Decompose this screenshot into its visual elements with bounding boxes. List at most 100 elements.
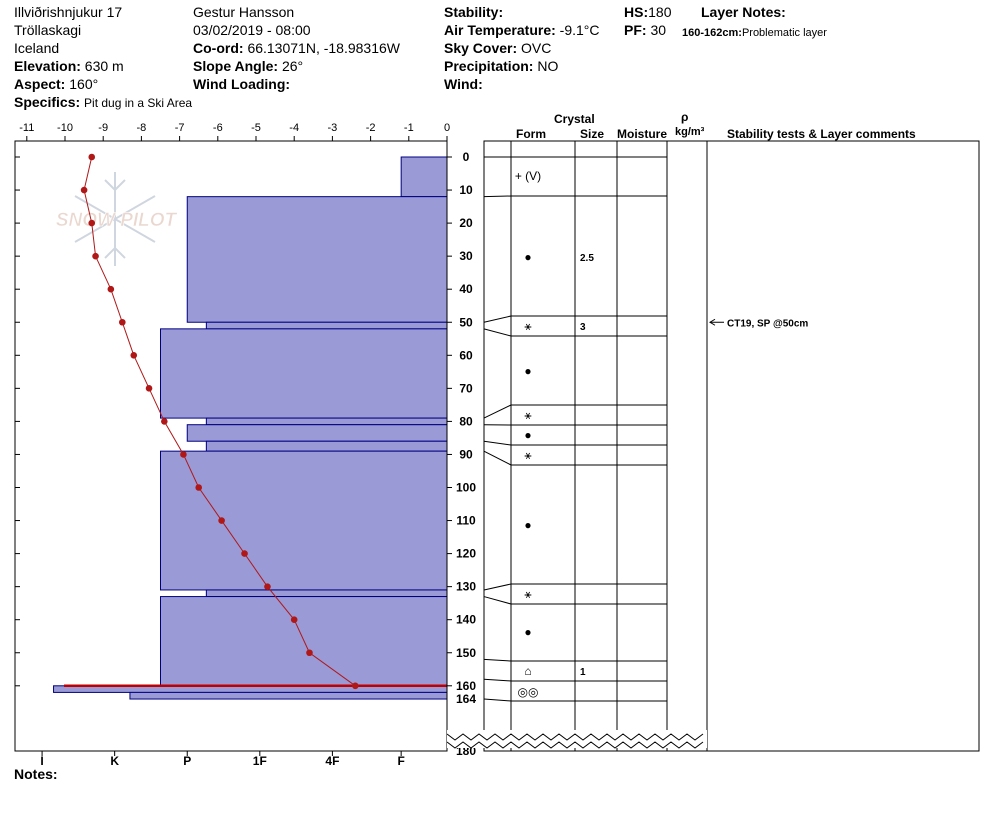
- layer-connector: [483, 440, 512, 446]
- depth-tick-label: 60: [459, 348, 473, 362]
- pf-label: PF:: [624, 22, 647, 38]
- temperature-point: [264, 583, 271, 590]
- precip-label: Precipitation:: [444, 58, 534, 74]
- hardness-tick-label: F: [397, 754, 404, 768]
- snowpilot-watermark: SNOW PILOT: [56, 172, 178, 266]
- specifics-label: Specifics:: [14, 94, 81, 110]
- hardness-profile: [53, 156, 448, 700]
- specifics-row: Specifics: Pit dug in a Ski Area: [14, 94, 192, 111]
- layer-connector: [483, 404, 512, 419]
- depth-tick-label: 150: [456, 646, 476, 660]
- layer-connector: [483, 195, 512, 198]
- temperature-point: [161, 418, 168, 425]
- temperature-point: [290, 616, 298, 623]
- snowflake-icon: [74, 172, 156, 266]
- air-temp-value: -9.1°C: [559, 22, 600, 38]
- stability-test-arrow: [709, 318, 716, 326]
- wind-loading-label: Wind Loading:: [193, 76, 291, 92]
- layer-note-row: 160-162cm:Problematic layer: [682, 23, 827, 41]
- grain-form-symbol: ⚹: [524, 587, 531, 601]
- temperature-tick-label: -7: [175, 122, 185, 134]
- depth-tick-label: 140: [456, 613, 476, 627]
- hs-row: HS:180: [624, 4, 671, 20]
- layer-boundaries: [483, 156, 667, 702]
- temperature-point: [241, 550, 248, 557]
- zigzag-line: [446, 733, 704, 741]
- hardness-bar: [129, 691, 448, 700]
- slope-row: Slope Angle: 26°: [193, 58, 303, 74]
- temperature-tick-label: -9: [98, 122, 108, 134]
- depth-tick-label: 80: [459, 414, 473, 428]
- form-header: Form: [516, 127, 546, 141]
- layer-table-columns: [510, 141, 708, 751]
- temperature-point: [130, 352, 138, 359]
- depth-tick-label: 120: [456, 547, 476, 561]
- temperature-tick-label: -10: [57, 122, 73, 134]
- layer-connector: [483, 450, 512, 466]
- hardness-bar: [186, 424, 448, 442]
- temperature-tick-label: -2: [366, 122, 376, 134]
- precip-value: NO: [537, 58, 559, 74]
- depth-tick-label: 50: [459, 315, 473, 329]
- watermark-text: SNOW PILOT: [56, 210, 178, 231]
- precip-row: Precipitation: NO: [444, 58, 558, 74]
- temperature-point: [306, 649, 313, 657]
- stability-tests: CT19, SP @50cm: [709, 318, 808, 329]
- depth-tick-label: 40: [459, 282, 473, 296]
- temperature-points: [80, 153, 359, 690]
- layer-connector: [483, 315, 512, 323]
- hardness-tick-label: I: [40, 754, 43, 768]
- sky-row: Sky Cover: OVC: [444, 40, 551, 56]
- country-name: Iceland: [14, 40, 60, 56]
- aspect-row: Aspect: 160°: [14, 76, 98, 92]
- grain-form-symbol: ⚹: [524, 408, 531, 422]
- aspect-label: Aspect:: [14, 76, 66, 92]
- hardness-bar: [205, 589, 448, 598]
- temperature-tick-label: -6: [213, 122, 223, 134]
- region-name: Tröllaskagi: [14, 22, 82, 38]
- stability-comments-header: Stability tests & Layer comments: [727, 127, 916, 141]
- hardness-bar: [205, 440, 448, 452]
- left-depth-ticks: [15, 156, 20, 687]
- hs-label: HS:: [624, 4, 649, 20]
- grain-form-symbol: ●: [524, 428, 531, 442]
- depth-axis: 0 10 20 30 40 50 60 70 80 90 100 110 120 130 140 150 160…: [447, 150, 476, 758]
- elevation-label: Elevation:: [14, 58, 81, 74]
- coord-value: 66.13071N, -18.98316W: [247, 40, 400, 56]
- observation-datetime: 03/02/2019 - 08:00: [193, 22, 311, 38]
- notes-label: Notes:: [14, 766, 58, 782]
- layer-connector: [483, 678, 512, 682]
- temperature-point: [180, 451, 187, 458]
- temperature-tick-label: -1: [404, 122, 414, 134]
- depth-tick-label: 10: [459, 183, 473, 197]
- temperature-point: [92, 252, 99, 260]
- depth-tick-label: 70: [459, 381, 473, 395]
- location-name: Illviðrishnjukur 17: [14, 4, 123, 20]
- wind-label: Wind:: [444, 76, 483, 92]
- grain-form-symbol: ◎◎: [518, 685, 539, 699]
- layer-connector: [483, 698, 512, 702]
- depth-tick-label: 164: [456, 692, 476, 706]
- size-header: Size: [580, 127, 605, 141]
- zigzag-line: [446, 741, 704, 749]
- layer-connector: [483, 658, 512, 662]
- pf-value: 30: [650, 22, 667, 38]
- layer-connector: [483, 328, 512, 337]
- temperature-point: [107, 285, 115, 293]
- hardness-bar: [205, 417, 448, 426]
- grain-form-symbol: + (V): [515, 169, 541, 183]
- hardness-bar: [205, 321, 448, 330]
- temperature-tick-label: -8: [137, 122, 147, 134]
- layer-connector: [483, 596, 512, 605]
- hardness-bar: [186, 196, 448, 323]
- grain-form-symbol: ●: [524, 364, 531, 378]
- layer-notes-label: Layer Notes:: [701, 4, 786, 20]
- specifics-value: Pit dug in a Ski Area: [84, 96, 193, 110]
- temperature-tick-label: -5: [251, 122, 261, 134]
- temperature-point: [145, 385, 153, 392]
- hardness-bar: [160, 328, 448, 419]
- hs-value: 180: [648, 4, 672, 20]
- hardness-tick-label: P: [183, 754, 191, 768]
- crystal-header: Crystal: [554, 112, 595, 126]
